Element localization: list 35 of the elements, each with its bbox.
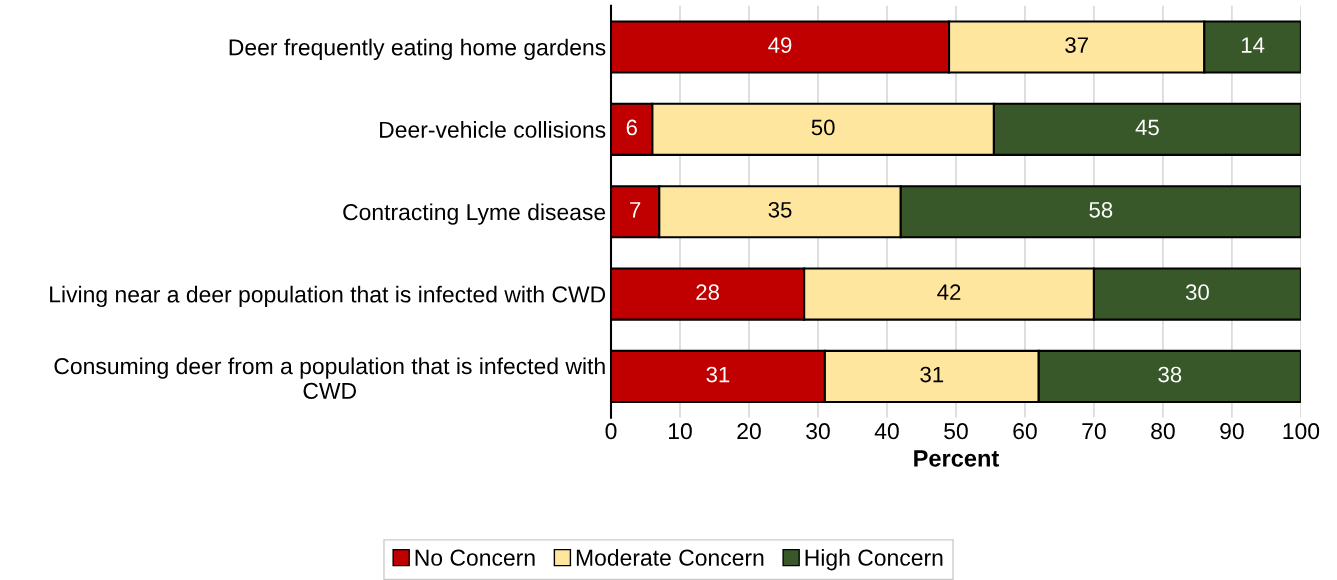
x-tick-label: 10 [669, 423, 692, 440]
data-label: 38 [1158, 366, 1182, 383]
x-tick-label: 70 [1082, 423, 1106, 440]
legend-label: High Concern [805, 549, 943, 571]
data-label: 14 [1241, 37, 1265, 53]
y-tick-label: Deer-vehicle collisions [380, 121, 606, 138]
x-tick-label: 30 [806, 423, 830, 440]
x-tick-label: 0 [605, 423, 617, 440]
data-label: 7 [630, 202, 641, 218]
legend-label: Moderate Concern [576, 549, 764, 566]
data-label: 28 [696, 284, 719, 301]
legend-label: No Concern [415, 549, 535, 566]
data-label: 49 [768, 37, 792, 53]
data-label: 31 [920, 366, 944, 383]
x-tick-label: 50 [944, 423, 968, 440]
x-tick-label: 20 [737, 423, 761, 440]
data-label: 6 [626, 119, 637, 136]
y-tick-label: Living near a deer population that is infected with CWD [50, 285, 606, 308]
x-tick-label: 80 [1151, 423, 1175, 440]
data-label: 50 [811, 119, 835, 136]
y-tick-label: Contracting Lyme disease [343, 203, 606, 225]
y-tick-label: Deer frequently eating home gardens [229, 38, 606, 61]
x-axis-title: Percent [914, 450, 999, 467]
data-label: 35 [768, 201, 792, 218]
data-label: 45 [1135, 119, 1159, 136]
data-label: 30 [1185, 284, 1209, 301]
data-label: 31 [706, 366, 730, 383]
data-label: 37 [1065, 37, 1088, 53]
y-tick-label: Consuming deer from a population that is infected with CWD [54, 357, 605, 399]
data-label: 58 [1089, 201, 1113, 218]
data-label: 42 [937, 284, 961, 300]
x-tick-label: 40 [874, 423, 899, 440]
x-tick-label: 90 [1220, 423, 1244, 440]
x-tick-label: 60 [1013, 423, 1037, 440]
x-tick-label: 100 [1283, 423, 1320, 440]
